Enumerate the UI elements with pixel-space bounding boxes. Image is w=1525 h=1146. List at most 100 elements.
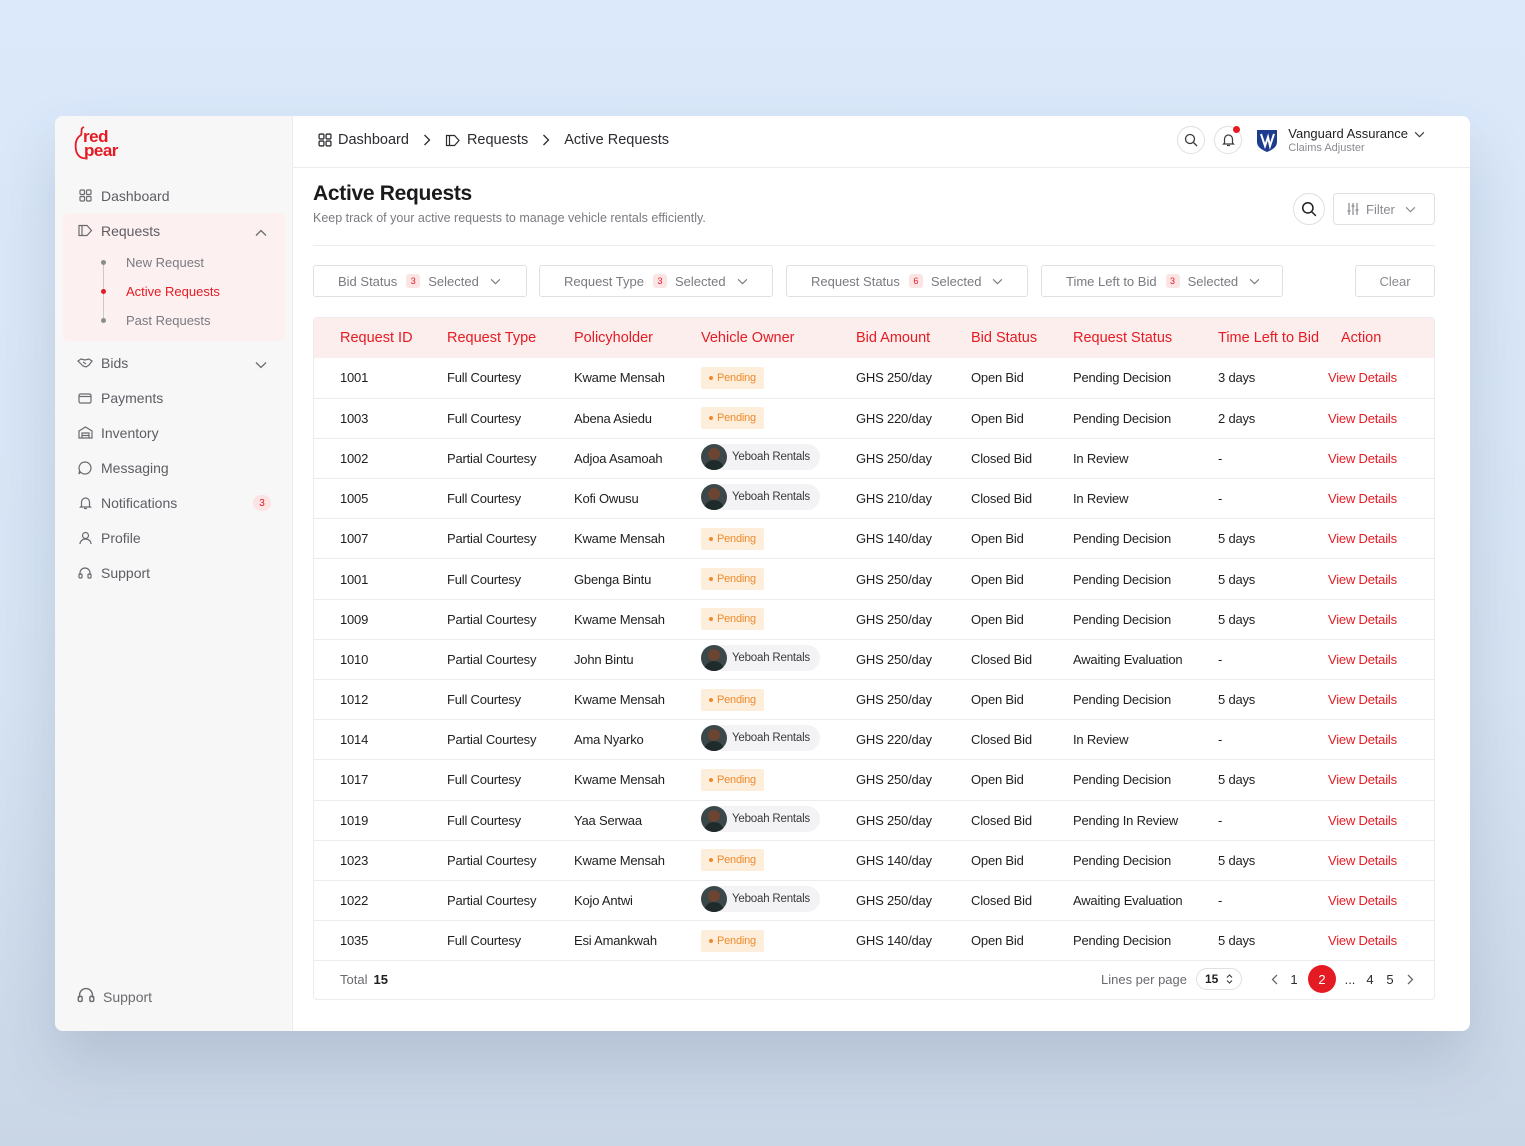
cell-bid-amount: GHS 250/day	[856, 450, 932, 466]
col-header-policyholder[interactable]: Policyholder	[574, 330, 653, 346]
col-header-request-id[interactable]: Request ID	[340, 330, 413, 346]
sidebar-item-label: Requests	[101, 222, 161, 239]
filter-button[interactable]: Filter	[1333, 193, 1435, 225]
sidebar-item-support[interactable]: Support	[63, 555, 285, 590]
sidebar-subitem-past-requests[interactable]: Past Requests	[91, 306, 285, 335]
user-menu[interactable]: Vanguard Assurance Claims Adjuster	[1288, 126, 1408, 154]
cell-time-left: -	[1218, 732, 1223, 748]
sidebar-subitem-label: Active Requests	[126, 284, 220, 299]
col-header-bid-amount[interactable]: Bid Amount	[856, 330, 931, 346]
status-badge-pending: Pending	[701, 568, 764, 591]
sidebar-item-notifications[interactable]: Notifications 3	[63, 485, 285, 520]
cell-request-id: 1001	[340, 370, 369, 386]
sidebar-subitem-new-request[interactable]: New Request	[91, 248, 285, 277]
submenu-dot	[101, 260, 106, 265]
page-button-4[interactable]: 4	[1366, 971, 1374, 987]
cell-policyholder: Kwame Mensah	[574, 370, 665, 386]
view-details-link[interactable]: View Details	[1328, 893, 1397, 909]
col-header-request-status[interactable]: Request Status	[1073, 330, 1173, 346]
cell-bid-amount: GHS 140/day	[856, 531, 932, 547]
chevron-down-icon[interactable]	[1414, 125, 1425, 143]
sidebar-item-bids[interactable]: Bids	[63, 345, 285, 380]
chevron-up-icon[interactable]	[255, 224, 267, 240]
table-search-button[interactable]	[1293, 193, 1325, 225]
brand-logo[interactable]: red pear	[73, 126, 133, 162]
user-role: Claims Adjuster	[1288, 142, 1365, 154]
chevron-down-icon[interactable]	[255, 356, 267, 372]
vehicle-owner-chip[interactable]: Yeboah Rentals	[701, 886, 820, 913]
next-page-button[interactable]	[1400, 974, 1420, 985]
page-button-1[interactable]: 1	[1290, 971, 1298, 987]
view-details-link[interactable]: View Details	[1328, 732, 1397, 748]
filter-time-left[interactable]: Time Left to Bid 3 Selected	[1041, 265, 1283, 297]
view-details-link[interactable]: View Details	[1328, 692, 1397, 708]
view-details-link[interactable]: View Details	[1328, 531, 1397, 547]
view-details-link[interactable]: View Details	[1328, 571, 1397, 587]
global-search-button[interactable]	[1177, 126, 1206, 154]
view-details-link[interactable]: View Details	[1328, 450, 1397, 466]
sidebar-item-payments[interactable]: Payments	[63, 380, 285, 415]
filter-bid-status[interactable]: Bid Status 3 Selected	[313, 265, 527, 297]
table-row: 1001 Full Courtesy Gbenga Bintu Pending GHS …	[314, 559, 1434, 600]
table-row: 1022 Partial Courtesy Kojo Antwi Yeboah Ren…	[314, 880, 1434, 921]
vehicle-owner-chip[interactable]: Yeboah Rentals	[701, 484, 820, 511]
view-details-link[interactable]: View Details	[1328, 933, 1397, 949]
cell-time-left: 5 days	[1218, 772, 1256, 788]
view-details-link[interactable]: View Details	[1328, 370, 1397, 386]
sidebar-item-messaging[interactable]: Messaging	[63, 450, 285, 485]
sidebar-subitem-active-requests[interactable]: Active Requests	[91, 277, 285, 306]
cell-bid-amount: GHS 250/day	[856, 812, 932, 828]
tag-icon	[445, 134, 461, 147]
total-count: Total 15	[340, 972, 388, 987]
sidebar-bottom-support[interactable]: Support	[77, 986, 152, 1007]
vehicle-owner-chip[interactable]: Yeboah Rentals	[701, 443, 820, 470]
cell-request-status: In Review	[1073, 450, 1129, 466]
requests-table: Request ID Request Type Policyholder Veh…	[313, 317, 1435, 1000]
filter-request-status[interactable]: Request Status 6 Selected	[786, 265, 1028, 297]
cell-vehicle-owner: Pending	[675, 921, 830, 961]
cell-request-type: Full Courtesy	[447, 410, 521, 426]
view-details-link[interactable]: View Details	[1328, 611, 1397, 627]
vehicle-owner-chip[interactable]: Yeboah Rentals	[701, 805, 820, 832]
cell-request-status: Pending Decision	[1073, 410, 1171, 426]
clear-filters-button[interactable]: Clear	[1355, 265, 1435, 297]
vehicle-owner-chip[interactable]: Yeboah Rentals	[701, 725, 820, 752]
sidebar-item-dashboard[interactable]: Dashboard	[63, 178, 285, 213]
filter-request-type[interactable]: Request Type 3 Selected	[539, 265, 773, 297]
chevron-up-down-icon	[1226, 974, 1233, 984]
view-details-link[interactable]: View Details	[1328, 410, 1397, 426]
sidebar-item-label: Inventory	[101, 424, 159, 441]
status-badge-pending: Pending	[701, 768, 764, 791]
sidebar-item-profile[interactable]: Profile	[63, 520, 285, 555]
breadcrumb-dashboard[interactable]: Dashboard	[338, 132, 409, 148]
breadcrumb-requests[interactable]: Requests	[466, 132, 529, 148]
cell-bid-amount: GHS 250/day	[856, 651, 932, 667]
sidebar-item-label: Payments	[101, 389, 164, 406]
cell-vehicle-owner: Pending	[675, 599, 830, 639]
cell-request-id: 1001	[340, 571, 369, 587]
page-button-5[interactable]: 5	[1386, 971, 1394, 987]
vehicle-owner-chip[interactable]: Yeboah Rentals	[701, 644, 820, 671]
notifications-button[interactable]	[1214, 126, 1243, 154]
col-header-time-left[interactable]: Time Left to Bid	[1218, 330, 1320, 346]
lines-per-page-select[interactable]: 15	[1196, 968, 1242, 990]
chevron-right-icon	[542, 134, 550, 146]
sidebar-item-requests[interactable]: Requests	[63, 213, 285, 248]
col-header-request-type[interactable]: Request Type	[447, 330, 537, 346]
view-details-link[interactable]: View Details	[1328, 852, 1397, 868]
col-header-vehicle-owner[interactable]: Vehicle Owner	[701, 330, 795, 346]
prev-page-button[interactable]	[1264, 974, 1284, 985]
page-button-current[interactable]: 2	[1308, 965, 1336, 993]
cell-bid-amount: GHS 250/day	[856, 370, 932, 386]
col-header-bid-status[interactable]: Bid Status	[971, 330, 1038, 346]
status-dot	[709, 577, 713, 582]
view-details-link[interactable]: View Details	[1328, 651, 1397, 667]
cell-bid-amount: GHS 140/day	[856, 933, 932, 949]
cell-request-status: Pending Decision	[1073, 852, 1171, 868]
cell-request-status: Pending Decision	[1073, 611, 1171, 627]
view-details-link[interactable]: View Details	[1328, 772, 1397, 788]
sidebar-item-inventory[interactable]: Inventory	[63, 415, 285, 450]
view-details-link[interactable]: View Details	[1328, 491, 1397, 507]
view-details-link[interactable]: View Details	[1328, 812, 1397, 828]
table-row: 1014 Partial Courtesy Ama Nyarko Yeboah Ren…	[314, 720, 1434, 760]
